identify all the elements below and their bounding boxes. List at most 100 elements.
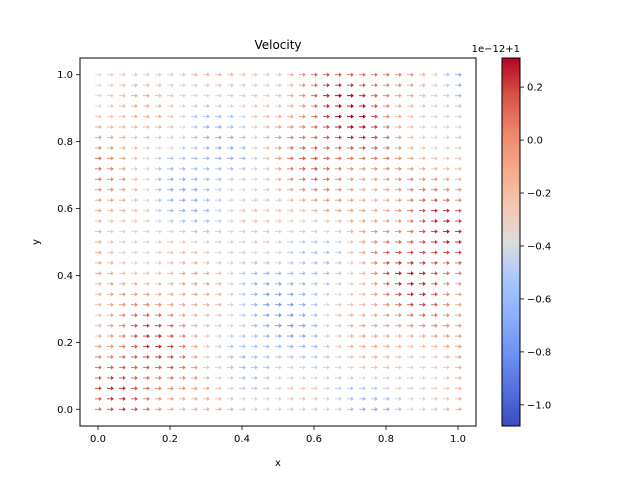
quiver-arrow — [359, 198, 366, 203]
quiver-arrow — [215, 103, 222, 109]
quiver-arrow — [287, 396, 294, 401]
quiver-arrow — [335, 187, 342, 192]
y-tick-label: 0.4 — [57, 271, 73, 282]
quiver-arrow — [275, 281, 282, 286]
quiver-arrow — [155, 239, 162, 245]
quiver-arrow — [311, 386, 318, 391]
quiver-arrow — [323, 72, 330, 77]
colorbar-tick-label: −0.8 — [527, 347, 551, 358]
quiver-arrow — [371, 187, 378, 192]
quiver-arrow — [311, 375, 318, 381]
quiver-arrow — [311, 208, 318, 213]
quiver-arrow — [191, 145, 198, 151]
quiver-arrow — [167, 407, 174, 412]
quiver-arrow — [263, 365, 270, 370]
quiver-arrow — [311, 93, 318, 98]
quiver-arrow — [95, 135, 102, 140]
quiver-arrow — [239, 292, 246, 297]
quiver-arrow — [155, 187, 162, 192]
quiver-arrow — [275, 187, 282, 192]
quiver-arrow — [299, 114, 306, 119]
quiver-arrow — [239, 166, 246, 171]
quiver-arrow — [359, 135, 366, 140]
quiver-arrow — [95, 218, 102, 224]
quiver-arrow — [419, 208, 426, 213]
quiver-arrow — [191, 271, 198, 276]
quiver-arrow — [299, 187, 306, 192]
quiver-arrow — [431, 260, 438, 266]
quiver-arrow — [383, 208, 390, 213]
quiver-arrow — [407, 250, 414, 255]
quiver-arrow — [95, 375, 102, 381]
quiver-arrow — [395, 271, 402, 276]
quiver-arrow — [359, 239, 366, 245]
y-tick-label: 0.8 — [57, 137, 73, 148]
quiver-arrow — [191, 354, 198, 360]
quiver-arrow — [431, 72, 438, 77]
quiver-arrow — [263, 375, 270, 381]
quiver-arrow — [263, 302, 270, 307]
quiver-arrow — [443, 135, 450, 140]
quiver-arrow — [383, 271, 390, 276]
quiver-arrow — [371, 83, 378, 88]
quiver-arrow — [359, 396, 366, 401]
quiver-arrow — [395, 124, 402, 130]
quiver-arrow — [383, 354, 390, 360]
quiver-arrow — [287, 72, 294, 77]
quiver-arrow — [359, 354, 366, 360]
quiver-arrow — [383, 281, 390, 286]
quiver-arrow — [131, 344, 138, 349]
quiver-arrow — [407, 313, 414, 318]
quiver-arrow — [203, 313, 210, 318]
quiver-arrow — [323, 260, 330, 266]
quiver-arrow — [347, 333, 354, 339]
quiver-arrow — [179, 156, 186, 161]
quiver-arrow — [287, 386, 294, 391]
quiver-arrow — [395, 93, 402, 98]
quiver-arrow — [155, 218, 162, 224]
quiver-arrow — [443, 250, 450, 255]
quiver-arrow — [299, 208, 306, 213]
quiver-arrow — [203, 375, 210, 381]
quiver-arrow — [431, 177, 438, 182]
quiver-arrow — [407, 344, 414, 349]
quiver-arrow — [395, 187, 402, 192]
quiver-arrow — [443, 386, 450, 391]
quiver-arrow — [203, 135, 210, 140]
quiver-arrow — [203, 396, 210, 401]
quiver-arrow — [395, 156, 402, 161]
quiver-arrow — [179, 323, 186, 328]
quiver-arrow — [215, 354, 222, 360]
quiver-arrow — [239, 177, 246, 182]
quiver-arrow — [191, 407, 198, 412]
quiver-arrow — [323, 313, 330, 318]
quiver-arrow — [299, 124, 306, 130]
quiver-arrow — [107, 218, 114, 224]
quiver-arrow — [323, 156, 330, 161]
quiver-arrow — [455, 187, 462, 192]
quiver-arrow — [227, 407, 234, 412]
quiver-arrow — [335, 407, 342, 412]
quiver-arrow — [299, 72, 306, 77]
quiver-arrow — [359, 271, 366, 276]
quiver-arrow — [191, 229, 198, 234]
quiver-arrow — [239, 396, 246, 401]
quiver-arrow — [203, 72, 210, 77]
quiver-arrow — [335, 145, 342, 151]
quiver-arrow — [167, 114, 174, 119]
quiver-arrow — [179, 250, 186, 255]
quiver-arrow — [227, 292, 234, 297]
quiver-arrow — [383, 166, 390, 171]
quiver-arrow — [179, 166, 186, 171]
quiver-arrow — [359, 375, 366, 381]
quiver-arrow — [335, 386, 342, 391]
quiver-arrow — [215, 229, 222, 234]
colorbar-tick-label: −0.4 — [527, 241, 551, 252]
quiver-arrow — [119, 354, 126, 360]
quiver-arrow — [335, 375, 342, 381]
plot-area-frame — [79, 57, 477, 427]
quiver-arrow — [107, 302, 114, 307]
x-axis-label: x — [275, 458, 281, 469]
quiver-arrow — [431, 271, 438, 276]
quiver-arrow — [227, 93, 234, 98]
